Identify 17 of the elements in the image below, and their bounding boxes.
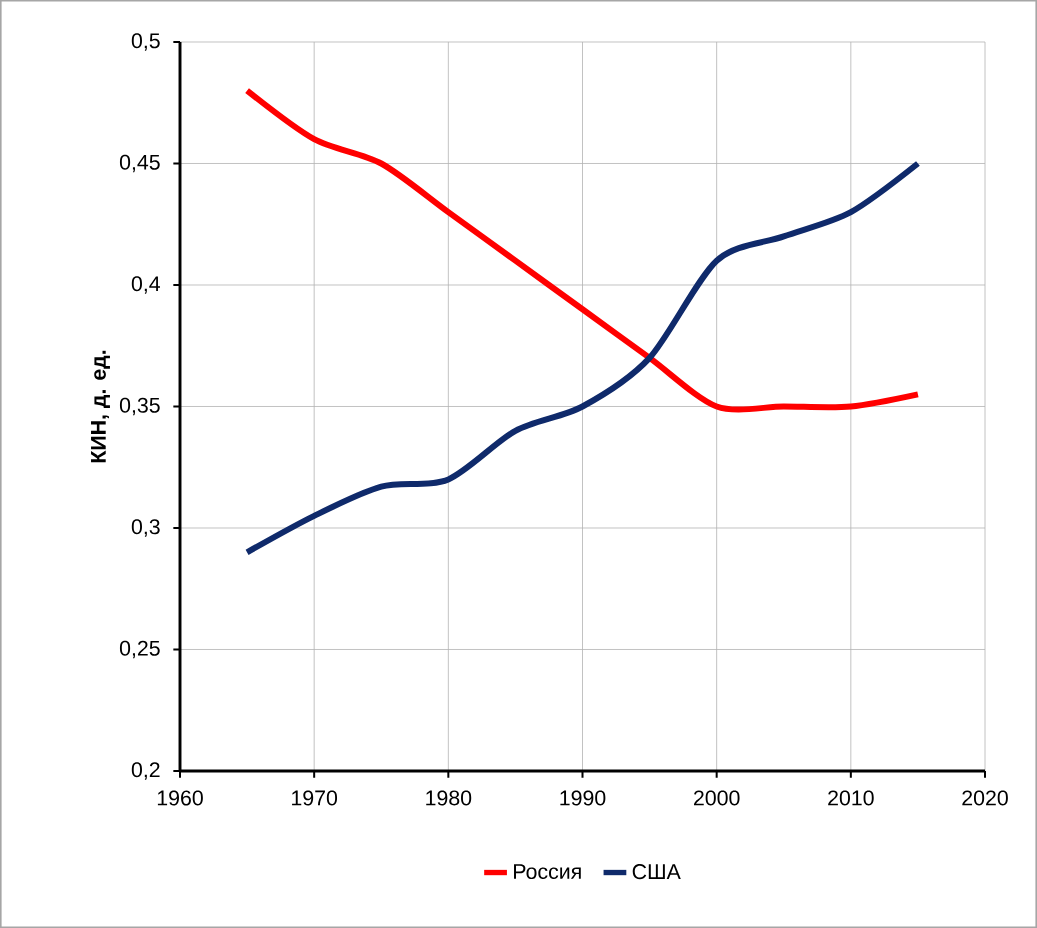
y-tick-label: 0,2	[131, 762, 160, 780]
legend-label: США	[632, 864, 681, 880]
x-tick-label: 1990	[560, 790, 606, 806]
y-tick-label: 0,35	[119, 397, 160, 416]
x-tick-label: 2020	[962, 790, 1008, 806]
y-axis-title: КИН, д. ед.	[91, 350, 110, 463]
x-tick-label: 2000	[694, 790, 740, 806]
y-tick-label: 0,3	[131, 519, 160, 537]
y-tick-label: 0,4	[131, 276, 160, 294]
x-tick-label: 1960	[157, 790, 203, 806]
legend-label: Россия	[514, 864, 581, 880]
x-tick-label: 1970	[292, 790, 338, 806]
y-tick-label: 0,25	[119, 640, 160, 659]
y-tick-label: 0,45	[119, 154, 160, 173]
x-tick-label: 1980	[426, 790, 472, 806]
x-tick-label: 2010	[828, 790, 874, 806]
y-tick-label: 0,5	[131, 33, 160, 51]
